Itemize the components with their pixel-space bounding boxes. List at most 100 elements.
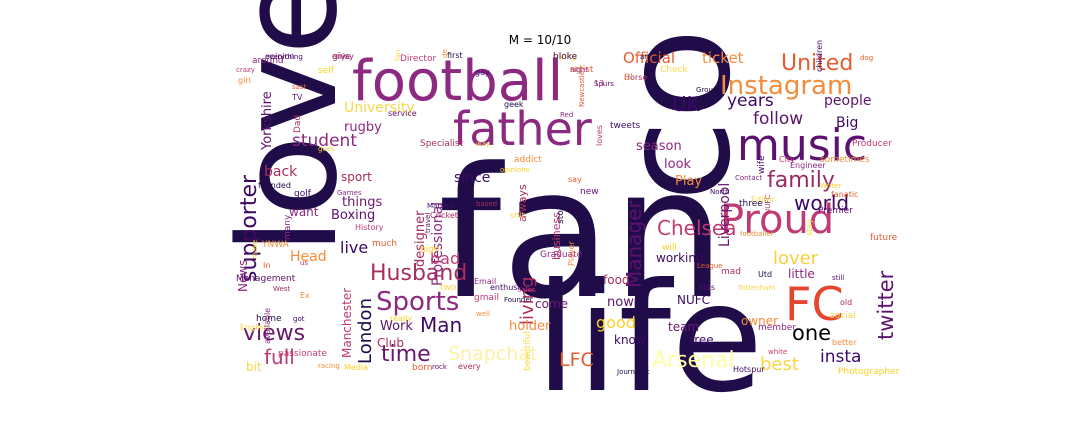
small-word-crazy: crazy bbox=[236, 66, 255, 74]
small-word-first: first bbox=[447, 51, 463, 60]
small-word-trying: trying bbox=[553, 52, 577, 61]
small-word-married: Married bbox=[427, 202, 454, 210]
small-word-make: make bbox=[251, 240, 259, 259]
word-instagram: Instagram bbox=[720, 71, 852, 101]
small-word-every: every bbox=[458, 362, 481, 371]
figure-title: M = 10/10 bbox=[508, 33, 572, 47]
small-word-really: really bbox=[390, 314, 412, 323]
small-word-many: many bbox=[283, 214, 293, 240]
word-best: best bbox=[760, 354, 799, 375]
word-world: world bbox=[794, 191, 849, 215]
word-manchester: Manchester bbox=[340, 288, 354, 358]
word-nufc: NUFC bbox=[677, 293, 710, 307]
small-word-director: Director bbox=[400, 54, 436, 64]
word-free: free bbox=[690, 333, 714, 347]
word-love: love bbox=[210, 0, 367, 255]
small-word-girl: girl bbox=[238, 76, 251, 85]
word-now: now bbox=[607, 295, 634, 310]
word-student: student bbox=[292, 131, 357, 151]
small-word-nufc: NUFC bbox=[764, 195, 772, 214]
word-play: Play bbox=[675, 174, 702, 189]
word-liverpool: Liverpool bbox=[717, 183, 733, 247]
word-since: since bbox=[454, 170, 490, 186]
word-fan: fan bbox=[438, 130, 726, 339]
word-family: family bbox=[767, 168, 835, 193]
small-word-golf: golf bbox=[294, 189, 312, 199]
small-word-red: Red bbox=[560, 111, 573, 119]
word-season: season bbox=[636, 139, 682, 154]
word-views: views bbox=[243, 321, 305, 346]
small-word-engineer: Engineer bbox=[790, 161, 826, 170]
small-word-white: white bbox=[768, 348, 787, 356]
small-word-new: new bbox=[580, 187, 599, 197]
word-lover: lover bbox=[773, 248, 819, 269]
word-team: team bbox=[668, 320, 699, 334]
small-word-newcastle: Newcastle bbox=[578, 71, 586, 107]
small-word-tweets: tweets bbox=[610, 121, 640, 131]
small-word-old: old bbox=[840, 298, 852, 307]
word-ticket: ticket bbox=[702, 49, 744, 67]
small-word-sales: Sales bbox=[517, 286, 536, 294]
small-word-in: In bbox=[263, 261, 270, 270]
word-united: United bbox=[781, 51, 853, 76]
small-word-check: Check bbox=[660, 65, 688, 75]
small-word-way: way bbox=[476, 140, 490, 148]
word-father: father bbox=[453, 102, 592, 156]
word-man: Man bbox=[420, 313, 462, 337]
small-word-two: two bbox=[440, 283, 457, 293]
word-food: food bbox=[603, 273, 630, 287]
small-word-tottenham: Tottenham bbox=[737, 284, 775, 292]
small-word-de: de bbox=[441, 49, 449, 58]
small-word-north: North bbox=[710, 188, 730, 196]
small-word-founder: Founder bbox=[504, 296, 533, 304]
small-word-art: art bbox=[640, 53, 650, 61]
small-word-around: around bbox=[252, 56, 284, 66]
word-holder: holder bbox=[509, 319, 551, 334]
word-professional: Professional bbox=[430, 202, 446, 286]
small-word-artist: artist bbox=[570, 65, 594, 75]
small-word-member: member bbox=[758, 323, 796, 333]
word-snapchat: Snapchat bbox=[448, 343, 537, 365]
word-business: business bbox=[550, 212, 563, 260]
small-word-service: service bbox=[388, 109, 417, 118]
small-word-future: future bbox=[870, 233, 898, 243]
small-word-photographer: Photographer bbox=[838, 367, 900, 377]
small-word-will: will bbox=[662, 243, 677, 253]
small-word-rock: rock bbox=[432, 363, 448, 371]
small-word-beautiful: beautiful bbox=[523, 331, 533, 371]
word-people: people bbox=[824, 93, 871, 109]
word-one: one bbox=[792, 321, 831, 345]
small-word-addict: addict bbox=[514, 155, 542, 165]
small-word-games: Games bbox=[337, 189, 362, 197]
small-word-geek: geek bbox=[504, 100, 524, 109]
word-university: University bbox=[344, 100, 415, 116]
word-official: Official bbox=[623, 49, 675, 67]
small-word-journalist: Journalist bbox=[616, 368, 650, 376]
small-word-league: League bbox=[697, 262, 723, 270]
small-word-goes: goes bbox=[318, 145, 335, 153]
word-yorkshire: Yorkshire bbox=[260, 91, 275, 151]
small-word-sometimes: sometimes bbox=[820, 155, 870, 165]
word-back: back bbox=[264, 164, 298, 180]
small-word-graduate: Graduate bbox=[540, 250, 583, 260]
small-word-children: children bbox=[815, 40, 824, 72]
small-word-group: Group bbox=[696, 86, 718, 94]
word-insta: insta bbox=[820, 347, 861, 367]
small-word-premier: Premier bbox=[818, 206, 853, 216]
word-follow: follow bbox=[753, 109, 803, 129]
word-music: music bbox=[737, 120, 867, 171]
small-word-media: Media bbox=[344, 363, 368, 372]
word-rugby: rugby bbox=[344, 120, 382, 135]
word-things: things bbox=[342, 195, 382, 210]
small-word-writer: Writer bbox=[820, 182, 841, 190]
word-arsenal: Arsenal bbox=[652, 348, 735, 373]
small-word-fan: fan bbox=[394, 50, 402, 61]
word-want: want bbox=[289, 205, 319, 219]
small-word-still: still bbox=[832, 274, 844, 282]
word-supporter: supporter bbox=[237, 174, 262, 282]
small-word-tv: TV bbox=[291, 93, 303, 102]
word-head: Head bbox=[290, 249, 327, 265]
small-word-spurs: Spurs bbox=[594, 80, 614, 88]
small-word-bloke: bloke bbox=[553, 52, 578, 62]
small-word-born: born bbox=[412, 363, 432, 373]
